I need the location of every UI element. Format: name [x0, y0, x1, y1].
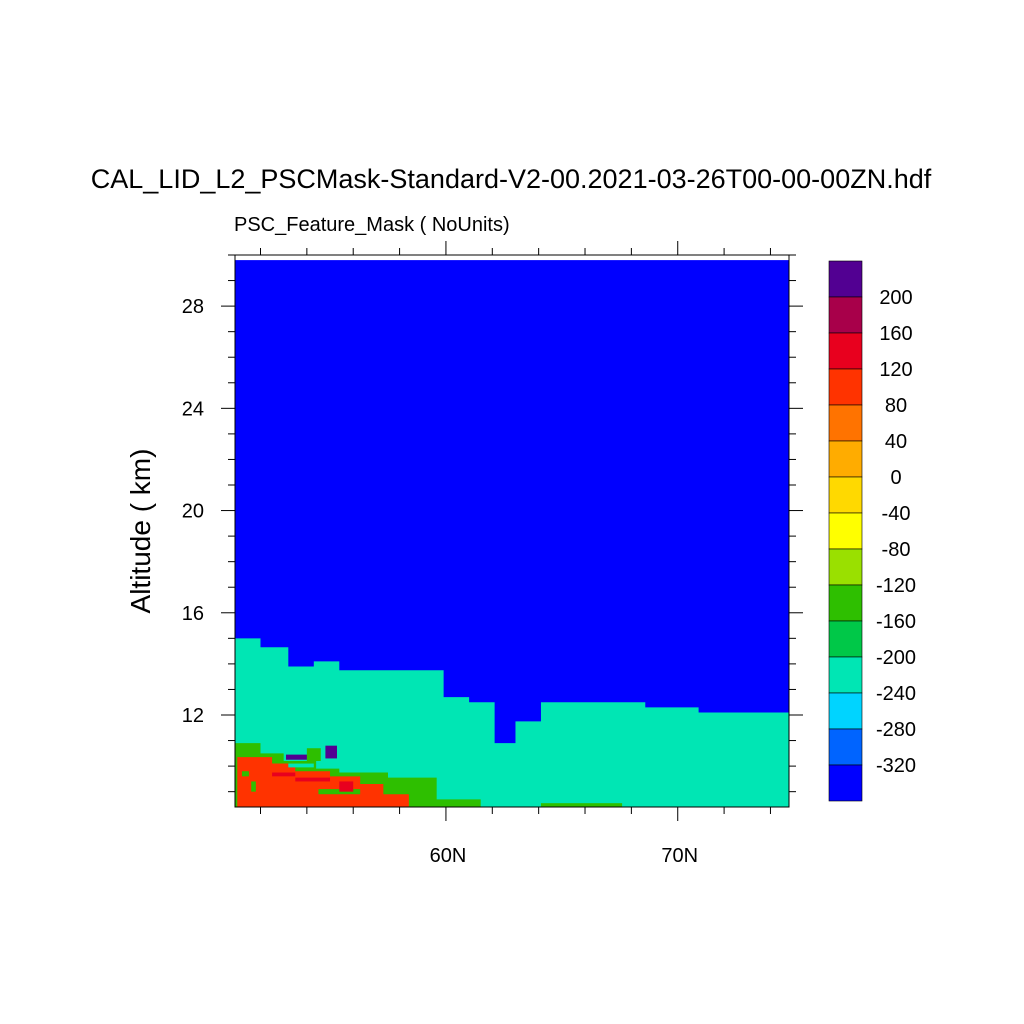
colorbar-label: 120 [879, 359, 912, 381]
colorbar-label: -80 [882, 539, 911, 561]
feature-speckle [325, 745, 337, 759]
colorbar-swatch [828, 656, 863, 694]
colorbar-label: -200 [876, 647, 916, 669]
colorbar-swatch [828, 692, 863, 730]
y-tick-label: 24 [182, 398, 204, 420]
axes: 12 16 20 24 28 60N 70N [182, 241, 803, 867]
y-tick-label: 20 [182, 501, 204, 523]
y-tick-label: 12 [182, 705, 204, 727]
colorbar-label: -160 [876, 611, 916, 633]
plot-area [235, 260, 789, 808]
colorbar-label: -320 [876, 755, 916, 777]
colorbar-swatch [828, 440, 863, 478]
colorbar-swatch [828, 764, 863, 802]
colorbar-label: 200 [879, 287, 912, 309]
colorbar-swatch [828, 260, 863, 298]
feature-speckle [540, 803, 623, 807]
colorbar-swatch [828, 404, 863, 442]
x-tick-label: 60N [430, 845, 467, 867]
feature-speckle [241, 771, 249, 777]
colorbar-swatch [828, 512, 863, 550]
colorbar-swatch [828, 548, 863, 586]
cyan-layer [235, 638, 789, 807]
colorbar-swatch [828, 728, 863, 766]
feature-speckle [339, 781, 354, 792]
y-tick-label: 16 [182, 603, 204, 625]
red-layer [237, 757, 409, 807]
plot-frame [234, 254, 790, 808]
colorbar-swatch [828, 620, 863, 658]
colorbar-swatch [828, 584, 863, 622]
feature-speckle [306, 748, 321, 761]
feature-speckle [288, 763, 314, 768]
colorbar: 200 160 120 80 40 0 -40 -80 -120 -160 -200 -240 -280… [828, 260, 916, 802]
colorbar-label: 160 [879, 323, 912, 345]
y-axis-label: Altitude ( km) [125, 449, 156, 614]
chart-subtitle: PSC_Feature_Mask ( NoUnits) [234, 214, 510, 236]
colorbar-label: -280 [876, 719, 916, 741]
feature-speckle [272, 772, 296, 777]
colorbar-label: -240 [876, 683, 916, 705]
colorbar-swatch [828, 476, 863, 514]
colorbar-label: 80 [885, 395, 907, 417]
feature-speckle [285, 754, 314, 760]
feature-speckle [251, 781, 256, 792]
colorbar-label: 0 [890, 467, 901, 489]
y-tick-label: 28 [182, 296, 204, 318]
x-tick-label: 70N [661, 845, 698, 867]
colorbar-label: -40 [882, 503, 911, 525]
colorbar-label: -120 [876, 575, 916, 597]
colorbar-label: 40 [885, 431, 907, 453]
colorbar-swatch [828, 332, 863, 370]
colorbar-swatch [828, 296, 863, 334]
feature-speckle [295, 777, 331, 782]
chart-title: CAL_LID_L2_PSCMask-Standard-V2-00.2021-0… [91, 164, 932, 194]
colorbar-swatch [828, 368, 863, 406]
